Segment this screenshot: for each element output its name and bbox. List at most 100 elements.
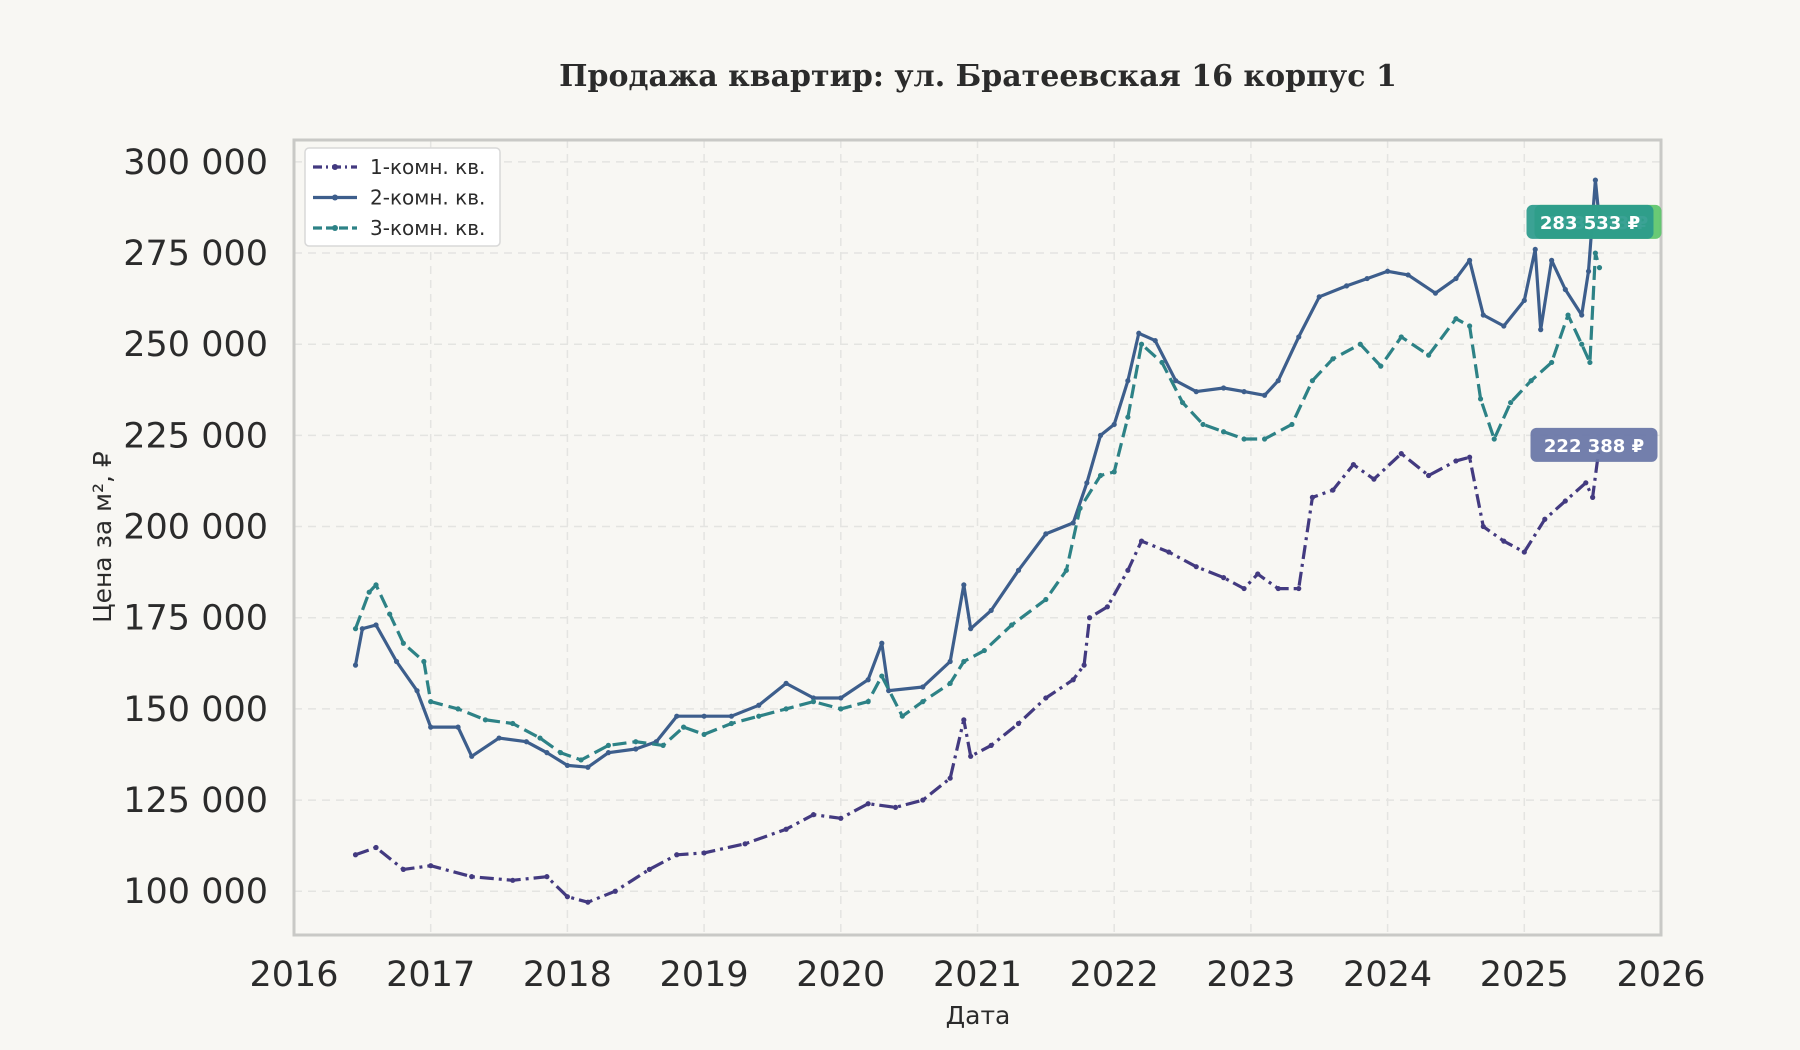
data-point [1587,359,1593,366]
data-point [1453,275,1459,282]
data-point [605,750,612,756]
data-point [633,746,639,752]
data-point [1043,596,1049,603]
data-point [1501,538,1507,544]
data-point [1104,604,1110,610]
series-line [353,178,1602,769]
data-point [660,742,666,748]
data-point [892,804,899,810]
data-point [838,706,844,712]
data-point [728,713,735,719]
data-point [988,607,994,614]
data-point [701,731,707,738]
data-point [428,699,434,705]
data-point [1309,378,1316,384]
data-point [947,658,953,665]
data-point [469,874,475,880]
data-point [1070,677,1076,683]
data-point [865,699,871,705]
data-point [585,764,591,770]
data-point [1467,323,1473,329]
data-point [1086,615,1093,621]
data-point [1467,257,1473,263]
data-point [510,720,516,727]
data-point [920,684,926,690]
data-point [701,713,707,719]
data-point [1592,250,1598,256]
x-tick-label: 2024 [1343,955,1432,995]
data-point [633,739,639,745]
data-point [510,877,516,883]
data-point [455,724,461,730]
y-tick-label: 175 000 [123,599,268,639]
data-point [1316,294,1322,300]
y-tick-label: 200 000 [123,508,268,548]
data-point [1590,494,1596,500]
data-point [1136,330,1142,336]
data-point [469,753,475,759]
data-point [612,888,618,894]
data-point [1220,429,1227,435]
legend-marker [332,164,338,170]
value-badge: 283 533 ₽ [1526,204,1654,239]
data-point [1173,378,1179,384]
data-point [1549,257,1555,263]
x-tick-label: 2016 [249,955,338,995]
data-point [373,844,379,851]
data-point [1592,177,1598,183]
data-point [1330,356,1336,362]
data-point [1330,487,1336,493]
data-point [1364,275,1370,282]
data-point [783,706,789,712]
data-point [1480,523,1486,530]
data-point [674,852,680,858]
value-badge-label: 283 533 ₽ [1540,213,1640,234]
data-point [981,647,987,654]
data-point [1596,265,1603,271]
y-tick-label: 100 000 [123,872,268,912]
legend: 1-комн. кв. 2-комн. кв. 3-комн. кв. [304,147,501,247]
data-point [1491,436,1497,442]
data-point [482,717,488,723]
data-point [1583,480,1589,486]
data-point [1009,622,1015,628]
data-point [674,713,680,719]
data-point [578,757,584,763]
x-tick-label: 2026 [1616,955,1705,995]
data-point [865,677,871,683]
data-point [1542,516,1548,522]
data-point [1015,567,1022,573]
data-point [1015,720,1022,727]
data-point [1166,549,1172,555]
data-point [810,695,817,701]
data-point [373,582,379,588]
data-point [1255,571,1261,577]
data-point [1043,531,1049,537]
data-point [1426,352,1432,358]
series-layer [352,177,1603,905]
data-point [961,658,967,665]
data-point [352,626,359,632]
value-badge-label: 222 388 ₽ [1544,436,1644,457]
data-point [1432,290,1439,296]
data-point [1453,458,1459,464]
data-point [1296,585,1302,592]
data-point [756,713,762,719]
data-point [1405,272,1411,278]
data-point [1138,538,1145,544]
data-point [1532,246,1538,253]
data-point [605,742,612,748]
data-point [865,801,871,807]
data-point [1521,549,1527,555]
data-point [1467,454,1473,460]
data-point [1521,297,1527,304]
data-point [920,699,926,705]
data-point [1077,505,1083,511]
chart-title: Продажа квартир: ул. Братеевская 16 корп… [559,59,1397,94]
data-point [537,735,543,741]
data-point [1275,585,1281,592]
data-point [1275,378,1281,384]
data-point [1159,359,1165,366]
data-point [1549,359,1555,366]
data-point [352,852,359,858]
